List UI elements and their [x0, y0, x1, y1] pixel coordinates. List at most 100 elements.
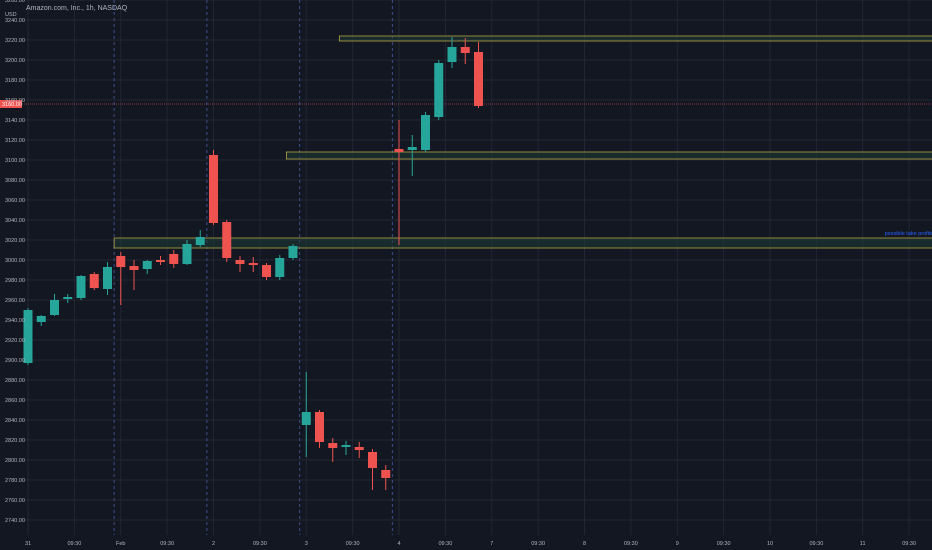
x-tick-label: 09:30 [809, 541, 823, 547]
bull-candle [103, 262, 112, 295]
y-tick-label: 3000.00 [5, 258, 25, 264]
candle-body [341, 445, 351, 447]
price-axis[interactable]: 2740.00 2760.00 2780.00 2800.00 2820.00 2840.… [5, 0, 25, 524]
x-tick-label: 09:30 [438, 541, 452, 547]
y-tick-label: 3180.00 [5, 78, 25, 84]
bull-candle [301, 372, 311, 457]
candle-body [368, 452, 377, 468]
candle-body [447, 47, 457, 62]
bull-candle [407, 135, 417, 176]
y-tick-label: 2840.00 [5, 418, 25, 424]
bear-candle [248, 257, 258, 272]
bear-candle [328, 438, 338, 462]
bear-candle [381, 465, 391, 490]
x-tick-label: 09:30 [717, 541, 731, 547]
y-tick-label: 2960.00 [5, 298, 25, 304]
y-tick-label: 2940.00 [5, 318, 25, 324]
x-tick-label: 3 [305, 541, 308, 547]
y-tick-label: 2800.00 [5, 458, 25, 464]
time-axis[interactable]: 31 09:30 Feb 09:30 2 09:30 3 09:30 4 09:30 7 09:30 8… [25, 541, 916, 547]
bull-candle [50, 294, 59, 316]
candle-body [129, 266, 139, 270]
bear-candle [394, 120, 404, 245]
bull-candle [421, 112, 430, 152]
candle-body [315, 412, 324, 442]
y-axis-unit: USD [5, 12, 17, 18]
y-tick-label: 3260.00 [5, 0, 25, 4]
candle-body [182, 244, 192, 264]
x-tick-label: 09:30 [346, 541, 360, 547]
y-tick-label: 3020.00 [5, 238, 25, 244]
candle-body [301, 412, 311, 425]
bull-candle [434, 60, 444, 120]
x-tick-label: 8 [583, 541, 586, 547]
x-tick-label: 09:30 [253, 541, 267, 547]
bear-candle [116, 252, 126, 305]
bull-candle [182, 240, 192, 265]
chart-title: Amazon.com, Inc., 1h, NASDAQ [26, 5, 128, 12]
bear-candle [262, 263, 271, 280]
x-tick-label: Feb [116, 541, 125, 547]
y-tick-label: 3100.00 [5, 158, 25, 164]
x-tick-label: 09:30 [624, 541, 638, 547]
candle-body [169, 254, 179, 264]
x-tick-label: 9 [676, 541, 679, 547]
candle-body [381, 470, 391, 478]
x-tick-label: 4 [397, 541, 400, 547]
candle-body [116, 256, 126, 267]
y-tick-label: 2900.00 [5, 358, 25, 364]
y-tick-label: 2740.00 [5, 518, 25, 524]
bear-candle [460, 38, 470, 64]
candle-body [235, 260, 245, 264]
candle-body [407, 147, 417, 150]
candle-body [394, 149, 404, 152]
x-tick-label: 31 [25, 541, 31, 547]
x-tick-label: 09:30 [902, 541, 916, 547]
candle-body [195, 237, 205, 245]
bear-candle [222, 220, 232, 262]
current-price-label: 3160.00 [2, 102, 22, 108]
y-tick-label: 2980.00 [5, 278, 25, 284]
bull-candle [23, 308, 33, 365]
y-tick-label: 2860.00 [5, 398, 25, 404]
bull-candle [275, 255, 285, 280]
candles-group[interactable] [23, 37, 484, 490]
bear-candle [474, 42, 483, 108]
y-tick-label: 3220.00 [5, 38, 25, 44]
y-tick-label: 2880.00 [5, 378, 25, 384]
candle-body [103, 267, 112, 289]
y-tick-label: 3040.00 [5, 218, 25, 224]
bear-candle [354, 442, 364, 458]
candle-body [474, 52, 483, 106]
x-tick-label: 09:30 [67, 541, 81, 547]
x-tick-label: 09:30 [160, 541, 174, 547]
bear-candle [368, 449, 377, 490]
bear-candle [315, 410, 324, 448]
y-tick-label: 2760.00 [5, 498, 25, 504]
y-tick-label: 2780.00 [5, 478, 25, 484]
zone-box [338, 35, 932, 42]
bull-candle [36, 315, 46, 326]
candle-body [23, 310, 33, 363]
zone-label: possible take profits area, big KEY supp… [885, 231, 932, 237]
annotation-zones[interactable]: Short Term resistance, prior day high, a… [113, 29, 932, 249]
candle-body [248, 263, 258, 265]
candle-body [36, 316, 46, 322]
bull-candle [63, 294, 73, 303]
candle-body [222, 222, 232, 258]
x-tick-label: 10 [767, 541, 773, 547]
bull-candle [447, 37, 457, 68]
candle-body [76, 276, 86, 298]
bear-candle [235, 256, 245, 272]
current-price-tag [0, 100, 22, 108]
y-tick-label: 3140.00 [5, 118, 25, 124]
candle-body [63, 297, 73, 299]
bull-candle [288, 244, 298, 260]
candle-body [262, 265, 271, 277]
bull-candle [142, 260, 152, 274]
y-tick-label: 2920.00 [5, 338, 25, 344]
zone-box [285, 151, 932, 160]
y-tick-label: 3240.00 [5, 18, 25, 24]
candle-body [89, 274, 99, 288]
